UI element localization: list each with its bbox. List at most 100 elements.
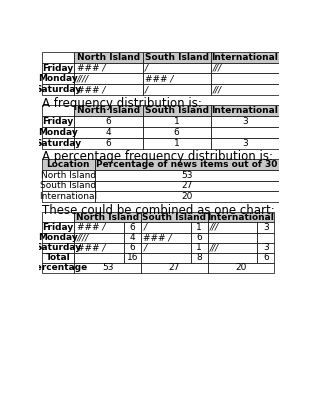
Text: South Island: South Island: [145, 53, 209, 62]
Bar: [124, 242, 141, 252]
Bar: [42, 213, 74, 223]
Bar: [74, 233, 124, 242]
Text: 6: 6: [263, 253, 269, 262]
Text: 6: 6: [174, 128, 179, 137]
Bar: [143, 138, 211, 149]
Text: North Island: North Island: [77, 106, 140, 116]
Text: South Island: South Island: [40, 181, 96, 190]
Text: /: /: [143, 223, 146, 232]
Bar: [74, 242, 124, 252]
Text: 6: 6: [106, 117, 111, 126]
Bar: [74, 84, 143, 95]
Text: 1: 1: [196, 223, 202, 232]
Bar: [124, 223, 141, 233]
Bar: [143, 74, 211, 84]
Text: ///: ///: [210, 243, 219, 252]
Text: 27: 27: [169, 263, 180, 272]
Text: 53: 53: [102, 263, 113, 272]
Bar: [143, 52, 211, 63]
Text: Location: Location: [46, 160, 90, 169]
Text: These could be combined as one chart:: These could be combined as one chart:: [42, 204, 275, 217]
Text: Saturday: Saturday: [35, 243, 81, 252]
Bar: [191, 242, 208, 252]
Bar: [74, 105, 143, 116]
Bar: [74, 223, 124, 233]
Text: ////: ////: [77, 74, 89, 84]
Text: ///: ///: [213, 63, 222, 73]
Text: Friday: Friday: [42, 63, 74, 73]
Text: 3: 3: [263, 223, 269, 232]
Bar: [42, 74, 74, 84]
Bar: [143, 105, 211, 116]
Text: 1: 1: [174, 139, 179, 148]
Bar: [42, 138, 74, 149]
Text: Friday: Friday: [42, 223, 74, 232]
Text: 6: 6: [130, 223, 135, 232]
Text: ///: ///: [213, 85, 222, 94]
Text: International: International: [39, 192, 97, 201]
Text: 1: 1: [196, 243, 202, 252]
Bar: [191, 252, 208, 262]
Bar: [143, 116, 211, 127]
Bar: [141, 262, 208, 273]
Text: 20: 20: [235, 263, 247, 272]
Text: 3: 3: [242, 117, 248, 126]
Text: Monday: Monday: [38, 74, 78, 84]
Text: North Island: North Island: [41, 171, 96, 180]
Text: International: International: [208, 213, 274, 222]
Text: ### /: ### /: [77, 63, 105, 73]
Text: Monday: Monday: [38, 233, 78, 242]
Bar: [141, 252, 191, 262]
Text: ### /: ### /: [77, 85, 105, 94]
Bar: [42, 84, 74, 95]
Bar: [74, 116, 143, 127]
Text: Friday: Friday: [42, 117, 74, 126]
Text: South Island: South Island: [145, 106, 209, 116]
Text: 6: 6: [196, 233, 202, 242]
Text: Percentage: Percentage: [29, 263, 87, 272]
Bar: [42, 127, 74, 138]
Bar: [257, 252, 274, 262]
Bar: [42, 105, 74, 116]
Bar: [95, 159, 279, 170]
Bar: [74, 213, 141, 223]
Bar: [141, 223, 191, 233]
Bar: [42, 252, 74, 262]
Text: ### /: ### /: [145, 74, 173, 84]
Bar: [42, 242, 74, 252]
Bar: [42, 223, 74, 233]
Bar: [42, 116, 74, 127]
Text: 3: 3: [263, 243, 269, 252]
Text: 20: 20: [181, 192, 193, 201]
Bar: [211, 116, 279, 127]
Text: Percentage of news items out of 30: Percentage of news items out of 30: [96, 160, 277, 169]
Bar: [42, 159, 95, 170]
Bar: [208, 233, 257, 242]
Bar: [211, 138, 279, 149]
Bar: [124, 233, 141, 242]
Bar: [211, 74, 279, 84]
Text: 4: 4: [106, 128, 111, 137]
Bar: [208, 223, 257, 233]
Bar: [211, 105, 279, 116]
Bar: [124, 252, 141, 262]
Text: South Island: South Island: [142, 213, 206, 222]
Bar: [208, 213, 274, 223]
Bar: [74, 252, 124, 262]
Text: /: /: [143, 243, 146, 252]
Bar: [42, 262, 74, 273]
Bar: [42, 233, 74, 242]
Text: International: International: [211, 106, 278, 116]
Bar: [42, 63, 74, 74]
Text: North Island: North Island: [76, 213, 139, 222]
Bar: [211, 63, 279, 74]
Bar: [257, 242, 274, 252]
Bar: [141, 242, 191, 252]
Text: A percentage frequency distribution is:: A percentage frequency distribution is:: [42, 150, 273, 163]
Bar: [208, 242, 257, 252]
Text: 6: 6: [106, 139, 111, 148]
Bar: [74, 74, 143, 84]
Bar: [143, 127, 211, 138]
Bar: [74, 262, 141, 273]
Text: 27: 27: [181, 181, 193, 190]
